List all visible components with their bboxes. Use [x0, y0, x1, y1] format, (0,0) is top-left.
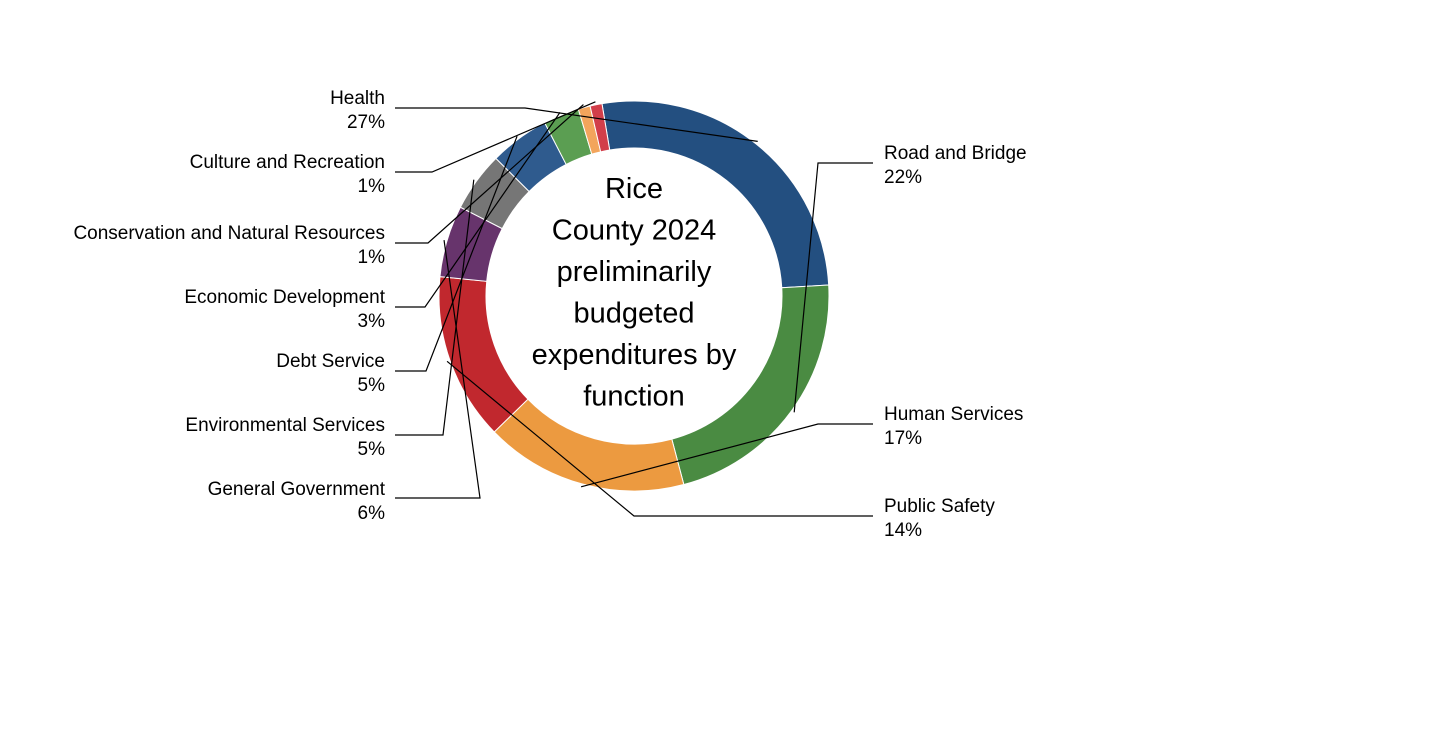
label-environmental-services: Environmental Services 5% [185, 415, 385, 460]
title-line: Rice [605, 173, 663, 205]
label-percent: 17% [884, 428, 922, 449]
leader-line-health [395, 107, 758, 142]
leader-lines [395, 101, 873, 517]
leader-line-culture-and-recreation [395, 101, 596, 173]
leader-line-debt-service [395, 135, 518, 372]
label-debt-service: Debt Service 5% [276, 351, 385, 396]
slice-human-services [493, 398, 685, 492]
label-general-government: General Government 6% [208, 479, 386, 524]
label-name: Debt Service [276, 351, 385, 372]
title-line: preliminarily [557, 256, 712, 288]
label-name: Road and Bridge [884, 143, 1027, 164]
title-line: County 2024 [552, 215, 716, 247]
leader-line-economic-development [395, 111, 561, 308]
leader-line-road-and-bridge [793, 162, 873, 413]
leader-line-public-safety [446, 360, 873, 517]
label-name: Culture and Recreation [190, 152, 385, 173]
title-line: budgeted [574, 298, 695, 330]
leader-line-human-services [580, 423, 873, 488]
label-percent: 14% [884, 520, 922, 541]
label-percent: 5% [358, 375, 386, 396]
label-percent: 6% [358, 503, 386, 524]
label-percent: 27% [347, 112, 385, 133]
label-percent: 3% [358, 311, 386, 332]
label-economic-development: Economic Development 3% [184, 287, 385, 332]
label-conservation-and-natural-resources: Conservation and Natural Resources 1% [73, 223, 385, 268]
label-name: Conservation and Natural Resources [73, 223, 385, 244]
title-line: expenditures by [532, 339, 737, 371]
label-name: Economic Development [184, 287, 385, 308]
slice-road-and-bridge [671, 284, 830, 486]
label-percent: 1% [358, 247, 386, 268]
label-percent: 22% [884, 167, 922, 188]
label-name: General Government [208, 479, 386, 500]
slice-culture-and-recreation [589, 103, 611, 153]
label-road-and-bridge: Road and Bridge 22% [884, 143, 1027, 188]
label-name: Health [330, 88, 385, 109]
label-name: Human Services [884, 404, 1023, 425]
title-line: function [583, 381, 685, 413]
chart-title: Rice County 2024 preliminarily budgeted expe… [532, 173, 737, 413]
label-name: Public Safety [884, 496, 995, 517]
label-percent: 5% [358, 439, 386, 460]
label-health: Health 27% [330, 88, 385, 133]
label-human-services: Human Services 17% [884, 404, 1023, 449]
leader-line-environmental-services [395, 179, 475, 436]
label-culture-and-recreation: Culture and Recreation 1% [190, 152, 385, 197]
slice-labels: Health 27% Road and Bridge 22% Human Service… [73, 88, 1026, 541]
leader-line-conservation-and-natural-resources [395, 104, 584, 244]
donut-slices [438, 100, 830, 492]
label-name: Environmental Services [185, 415, 385, 436]
label-percent: 1% [358, 176, 386, 197]
label-public-safety: Public Safety 14% [884, 496, 995, 541]
